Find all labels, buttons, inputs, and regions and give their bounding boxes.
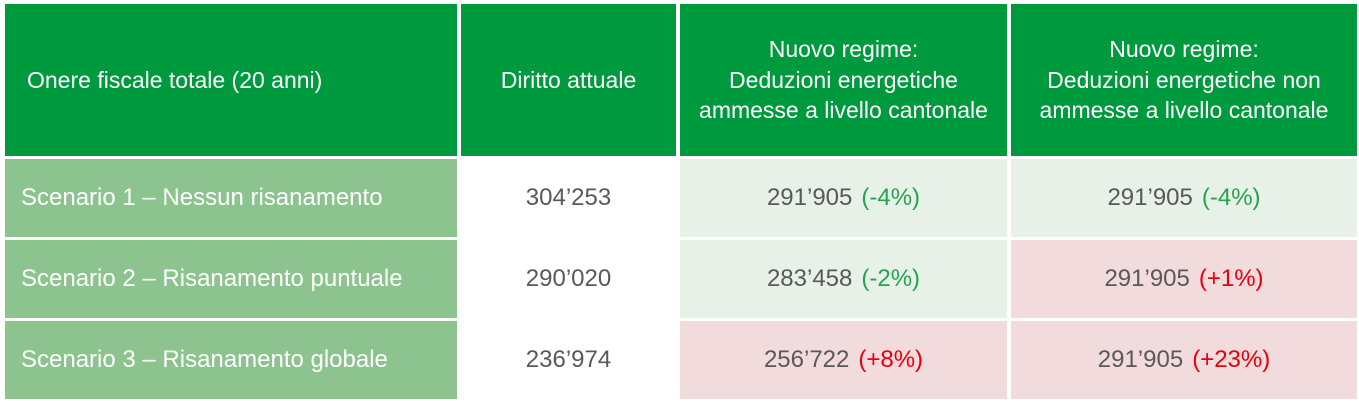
row-scenario-2-label: Scenario 2 – Risanamento puntuale (5, 240, 457, 318)
row-scenario-2-diritto-attuale: 290’020 (461, 240, 676, 318)
row-scenario-3-label: Scenario 3 – Risanamento globale (5, 321, 457, 399)
delta-badge: (+8%) (858, 346, 924, 374)
delta-badge: (-2%) (861, 265, 921, 293)
value: 256’722 (763, 346, 850, 374)
row-scenario-2-ammesse: 283’458 (-2%) (680, 240, 1007, 318)
row-scenario-1-non-ammesse: 291’905 (-4%) (1011, 159, 1357, 237)
value: 304’253 (525, 184, 612, 212)
row-scenario-3-non-ammesse: 291’905 (+23%) (1011, 321, 1357, 399)
value: 291’905 (1104, 265, 1190, 293)
delta-badge: (-4%) (861, 184, 921, 212)
header-onere-fiscale-label: Onere fiscale totale (20 anni) (27, 66, 323, 93)
row-scenario-1-label: Scenario 1 – Nessun risanamento (5, 159, 457, 237)
delta-badge: (+1%) (1198, 265, 1264, 293)
value: 291’905 (766, 184, 853, 212)
fiscal-burden-table: Onere fiscale totale (20 anni) Diritto a… (5, 4, 1357, 399)
header-diritto-attuale: Diritto attuale (461, 4, 676, 156)
row-scenario-1-ammesse: 291’905 (-4%) (680, 159, 1007, 237)
header-onere-fiscale: Onere fiscale totale (20 anni) (5, 4, 457, 156)
delta-badge: (+23%) (1192, 346, 1271, 374)
row-scenario-3-ammesse: 256’722 (+8%) (680, 321, 1007, 399)
value: 291’905 (1107, 184, 1193, 212)
row-scenario-1-diritto-attuale: 304’253 (461, 159, 676, 237)
value: 291’905 (1097, 346, 1184, 374)
row-scenario-2-non-ammesse: 291’905 (+1%) (1011, 240, 1357, 318)
row-scenario-3-diritto-attuale: 236’974 (461, 321, 676, 399)
header-nuovo-regime-ammesse-label: Nuovo regime: Deduzioni energetiche amme… (699, 36, 988, 124)
value: 290’020 (525, 265, 612, 293)
header-diritto-attuale-label: Diritto attuale (500, 66, 637, 93)
delta-badge: (-4%) (1201, 184, 1261, 212)
value: 236’974 (525, 346, 612, 374)
header-nuovo-regime-ammesse: Nuovo regime: Deduzioni energetiche amme… (680, 4, 1007, 156)
value: 283’458 (766, 265, 853, 293)
header-nuovo-regime-non-ammesse-label: Nuovo regime: Deduzioni energetiche non … (1039, 36, 1329, 124)
header-nuovo-regime-non-ammesse: Nuovo regime: Deduzioni energetiche non … (1011, 4, 1357, 156)
